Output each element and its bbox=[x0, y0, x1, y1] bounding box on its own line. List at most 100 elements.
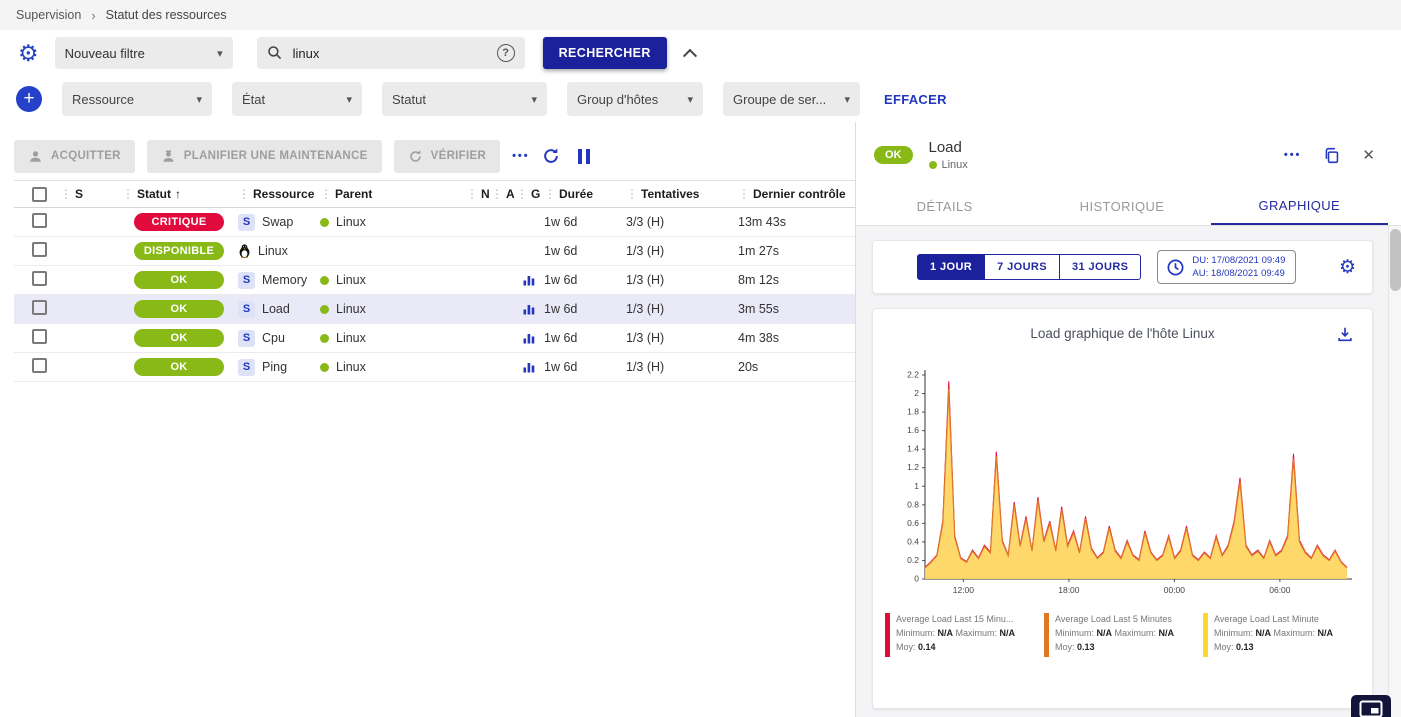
graph-icon[interactable] bbox=[523, 361, 535, 373]
scrollbar-thumb[interactable] bbox=[1390, 229, 1401, 291]
last-check-value: 4m 38s bbox=[736, 331, 855, 345]
filter-criteria-select[interactable]: Groupe de ser...▾ bbox=[723, 82, 860, 116]
pause-icon[interactable] bbox=[576, 149, 592, 164]
chevron-down-icon: ▾ bbox=[531, 93, 537, 106]
row-checkbox[interactable] bbox=[32, 329, 47, 344]
column-header-g[interactable]: ⋮G bbox=[514, 187, 542, 201]
legend-avg: Moy: 0.13 bbox=[1055, 641, 1174, 655]
row-checkbox[interactable] bbox=[32, 271, 47, 286]
acknowledge-button[interactable]: ACQUITTER bbox=[14, 140, 135, 173]
copy-icon[interactable] bbox=[1323, 147, 1340, 164]
chevron-down-icon: ▾ bbox=[196, 93, 202, 106]
refresh-icon[interactable] bbox=[542, 147, 560, 165]
search-button[interactable]: RECHERCHER bbox=[543, 37, 667, 69]
parent-name: Linux bbox=[336, 273, 366, 287]
legend-item[interactable]: Average Load Last 5 MinutesMinimum: N/A … bbox=[1044, 613, 1201, 657]
column-header-tentatives[interactable]: ⋮Tentatives bbox=[624, 187, 736, 201]
svg-text:1: 1 bbox=[914, 481, 919, 491]
column-label: Durée bbox=[559, 187, 593, 201]
criteria-label: Statut bbox=[392, 92, 426, 107]
column-header-dernier-contr-le[interactable]: ⋮Dernier contrôle bbox=[736, 187, 855, 201]
legend-item[interactable]: Average Load Last MinuteMinimum: N/A Max… bbox=[1203, 613, 1360, 657]
panel-status-badge: OK bbox=[874, 146, 913, 164]
maintenance-icon bbox=[161, 149, 176, 164]
drag-handle-icon: ⋮ bbox=[738, 187, 750, 201]
tab-historique[interactable]: HISTORIQUE bbox=[1033, 188, 1210, 225]
column-label: Parent bbox=[335, 187, 372, 201]
select-all-checkbox[interactable] bbox=[32, 187, 47, 202]
table-header-row: ⋮S⋮Statut↑⋮Ressource⋮Parent⋮N⋮A⋮G⋮Durée⋮… bbox=[14, 180, 855, 208]
chevron-down-icon: ▾ bbox=[217, 47, 223, 60]
column-label: G bbox=[531, 187, 540, 201]
filter-criteria-select[interactable]: Statut ▾ bbox=[382, 82, 547, 116]
criteria-label: Group d'hôtes bbox=[577, 92, 658, 107]
last-check-value: 8m 12s bbox=[736, 273, 855, 287]
saved-filter-select[interactable]: Nouveau filtre ▾ bbox=[55, 37, 233, 69]
row-checkbox[interactable] bbox=[32, 242, 47, 257]
search-icon bbox=[267, 45, 283, 61]
filter-criteria-select[interactable]: Group d'hôtes▾ bbox=[567, 82, 703, 116]
close-panel-icon[interactable]: ✕ bbox=[1362, 146, 1375, 164]
column-header-s[interactable]: ⋮S bbox=[58, 187, 120, 201]
filter-criteria-select[interactable]: État▾ bbox=[232, 82, 362, 116]
more-actions-icon[interactable]: ••• bbox=[512, 150, 530, 162]
svg-text:1.8: 1.8 bbox=[907, 407, 919, 417]
column-header-ressource[interactable]: ⋮Ressource bbox=[236, 187, 318, 201]
breadcrumb-supervision[interactable]: Supervision bbox=[16, 8, 81, 22]
settings-gear-icon[interactable]: ⚙ bbox=[18, 40, 39, 67]
tab-graphique[interactable]: GRAPHIQUE bbox=[1211, 188, 1388, 225]
check-label: VÉRIFIER bbox=[431, 150, 486, 162]
table-row[interactable]: CRITIQUESSwapLinux1w 6d3/3 (H)13m 43s bbox=[14, 208, 855, 237]
duration-value: 1w 6d bbox=[542, 360, 624, 374]
parent-status-dot bbox=[320, 218, 329, 227]
criteria-selects: Ressource▾État▾Statut▾Group d'hôtes▾Grou… bbox=[62, 82, 860, 116]
add-criteria-button[interactable]: + bbox=[16, 86, 42, 112]
picture-in-picture-icon[interactable] bbox=[1351, 695, 1391, 717]
drag-handle-icon: ⋮ bbox=[544, 187, 556, 201]
legend-item[interactable]: Average Load Last 15 Minu...Minimum: N/A… bbox=[885, 613, 1042, 657]
column-label: Dernier contrôle bbox=[753, 187, 846, 201]
column-header-dur-e[interactable]: ⋮Durée bbox=[542, 187, 624, 201]
scrollbar[interactable] bbox=[1388, 226, 1401, 717]
column-header-n[interactable]: ⋮N bbox=[464, 187, 489, 201]
column-header-parent[interactable]: ⋮Parent bbox=[318, 187, 464, 201]
download-icon[interactable] bbox=[1336, 325, 1354, 348]
table-row[interactable]: OKSLoadLinux1w 6d1/3 (H)3m 55s bbox=[14, 295, 855, 324]
graph-icon[interactable] bbox=[523, 332, 535, 344]
collapse-search-icon[interactable] bbox=[683, 49, 697, 63]
help-icon[interactable]: ? bbox=[497, 44, 515, 62]
panel-more-icon[interactable]: ••• bbox=[1284, 149, 1302, 161]
search-input[interactable] bbox=[291, 45, 489, 62]
plan-maintenance-button[interactable]: PLANIFIER UNE MAINTENANCE bbox=[147, 140, 382, 173]
table-row[interactable]: DISPONIBLELinux1w 6d1/3 (H)1m 27s bbox=[14, 237, 855, 266]
row-checkbox[interactable] bbox=[32, 300, 47, 315]
graph-icon[interactable] bbox=[523, 303, 535, 315]
range-button-7-jours[interactable]: 7 JOURS bbox=[985, 254, 1060, 280]
table-row[interactable]: OKSPingLinux1w 6d1/3 (H)20s bbox=[14, 353, 855, 382]
pause-bar bbox=[578, 149, 582, 164]
resource-name: Memory bbox=[262, 273, 307, 287]
filter-criteria-select[interactable]: Ressource▾ bbox=[62, 82, 212, 116]
range-button-31-jours[interactable]: 31 JOURS bbox=[1060, 254, 1141, 280]
tab-d-tails[interactable]: DÉTAILS bbox=[856, 188, 1033, 225]
date-range-picker[interactable]: DU: 17/08/2021 09:49 AU: 18/08/2021 09:4… bbox=[1157, 250, 1296, 285]
parent-name: Linux bbox=[336, 215, 366, 229]
drag-handle-icon: ⋮ bbox=[466, 187, 478, 201]
graph-settings-gear-icon[interactable]: ⚙ bbox=[1339, 256, 1356, 279]
row-checkbox[interactable] bbox=[32, 358, 47, 373]
range-button-1-jour[interactable]: 1 JOUR bbox=[917, 254, 985, 280]
check-button[interactable]: VÉRIFIER bbox=[394, 140, 500, 173]
svg-text:0.2: 0.2 bbox=[907, 555, 919, 565]
clear-filters-button[interactable]: EFFACER bbox=[884, 92, 947, 107]
column-header-a[interactable]: ⋮A bbox=[489, 187, 514, 201]
service-icon: S bbox=[238, 272, 255, 289]
maintenance-label: PLANIFIER UNE MAINTENANCE bbox=[184, 150, 368, 162]
table-row[interactable]: OKSMemoryLinux1w 6d1/3 (H)8m 12s bbox=[14, 266, 855, 295]
legend-color-bar bbox=[1044, 613, 1049, 657]
details-panel: OK Load Linux ••• ✕ DÉTAILSHISTORIQUEG bbox=[855, 122, 1401, 717]
table-row[interactable]: OKSCpuLinux1w 6d1/3 (H)4m 38s bbox=[14, 324, 855, 353]
graph-icon[interactable] bbox=[523, 274, 535, 286]
row-checkbox[interactable] bbox=[32, 213, 47, 228]
column-header-statut[interactable]: ⋮Statut↑ bbox=[120, 187, 236, 201]
main-area: ACQUITTER PLANIFIER UNE MAINTENANCE VÉRI… bbox=[0, 122, 1401, 717]
